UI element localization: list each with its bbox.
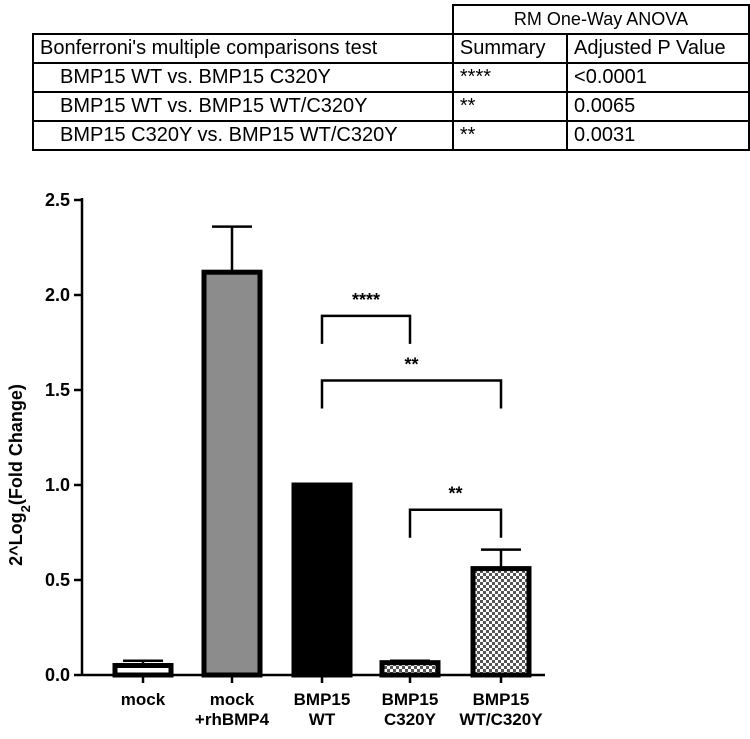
x-tick-label: WT/C320Y (459, 710, 543, 729)
significance-bracket (408, 508, 503, 538)
x-tick-label: mock (121, 690, 166, 709)
table-row: BMP15 C320Y vs. BMP15 WT/C320Y ** 0.0031 (32, 120, 750, 151)
p-value-cell: <0.0001 (566, 62, 750, 93)
x-tick-label: +rhBMP4 (195, 710, 270, 729)
significance-bracket (320, 314, 412, 344)
error-bars (123, 225, 521, 666)
column-header-p-value: Adjusted P Value (566, 33, 750, 64)
significance-brackets: ******** (320, 290, 503, 538)
bar (379, 660, 441, 678)
significance-label: ** (404, 355, 418, 375)
comparison-cell: BMP15 WT vs. BMP15 WT/C320Y (32, 91, 454, 122)
p-value-cell: 0.0065 (566, 91, 750, 122)
significance-label: ** (448, 484, 462, 504)
bar (201, 269, 263, 678)
x-tick-label: BMP15 (473, 690, 530, 709)
x-tick-label: mock (210, 690, 255, 709)
comparison-cell: BMP15 C320Y vs. BMP15 WT/C320Y (32, 120, 454, 151)
significance-label: **** (352, 290, 380, 310)
table-header-row: Bonferroni's multiple comparisons test S… (32, 33, 750, 64)
table-row: BMP15 WT vs. BMP15 WT/C320Y ** 0.0065 (32, 91, 750, 122)
x-tick-label: WT (309, 710, 336, 729)
table-row: BMP15 WT vs. BMP15 C320Y **** <0.0001 (32, 62, 750, 93)
x-tick-label: BMP15 (382, 690, 439, 709)
summary-cell: ** (451, 91, 569, 122)
column-header-test: Bonferroni's multiple comparisons test (32, 33, 454, 64)
bar (112, 663, 174, 678)
significance-bracket (320, 379, 503, 409)
y-tick-label: 1.0 (45, 475, 70, 495)
bar (291, 482, 353, 678)
bar (470, 566, 532, 678)
y-tick-label: 0.5 (45, 570, 70, 590)
bar-chart: 0.00.51.01.52.02.5 ******** mock mock+rhB… (6, 190, 545, 729)
x-tick-label: C320Y (384, 710, 437, 729)
summary-cell: ** (451, 120, 569, 151)
x-tick-label: BMP15 (294, 690, 351, 709)
comparison-cell: BMP15 WT vs. BMP15 C320Y (32, 62, 454, 93)
column-header-summary: Summary (451, 33, 569, 64)
y-tick-label: 1.5 (45, 380, 70, 400)
table-group-header-row: RM One-Way ANOVA (33, 4, 750, 35)
y-axis: 0.0 0.5 1.0 1.5 2.0 2.5 (45, 190, 84, 685)
p-value-cell: 0.0031 (566, 120, 750, 151)
stats-table: RM One-Way ANOVA Bonferroni's multiple c… (32, 4, 750, 151)
y-tick-label: 0.0 (45, 665, 70, 685)
anova-header: RM One-Way ANOVA (451, 4, 750, 35)
summary-cell: **** (451, 62, 569, 93)
y-tick-label: 2.5 (45, 190, 70, 210)
y-axis-title: 2^Log2(Fold Change) (6, 384, 33, 566)
table-blank-cell (33, 5, 454, 34)
y-tick-label: 2.0 (45, 285, 70, 305)
x-axis: mock mock+rhBMP4BMP15WTBMP15C320YBMP15WT/… (82, 673, 545, 729)
